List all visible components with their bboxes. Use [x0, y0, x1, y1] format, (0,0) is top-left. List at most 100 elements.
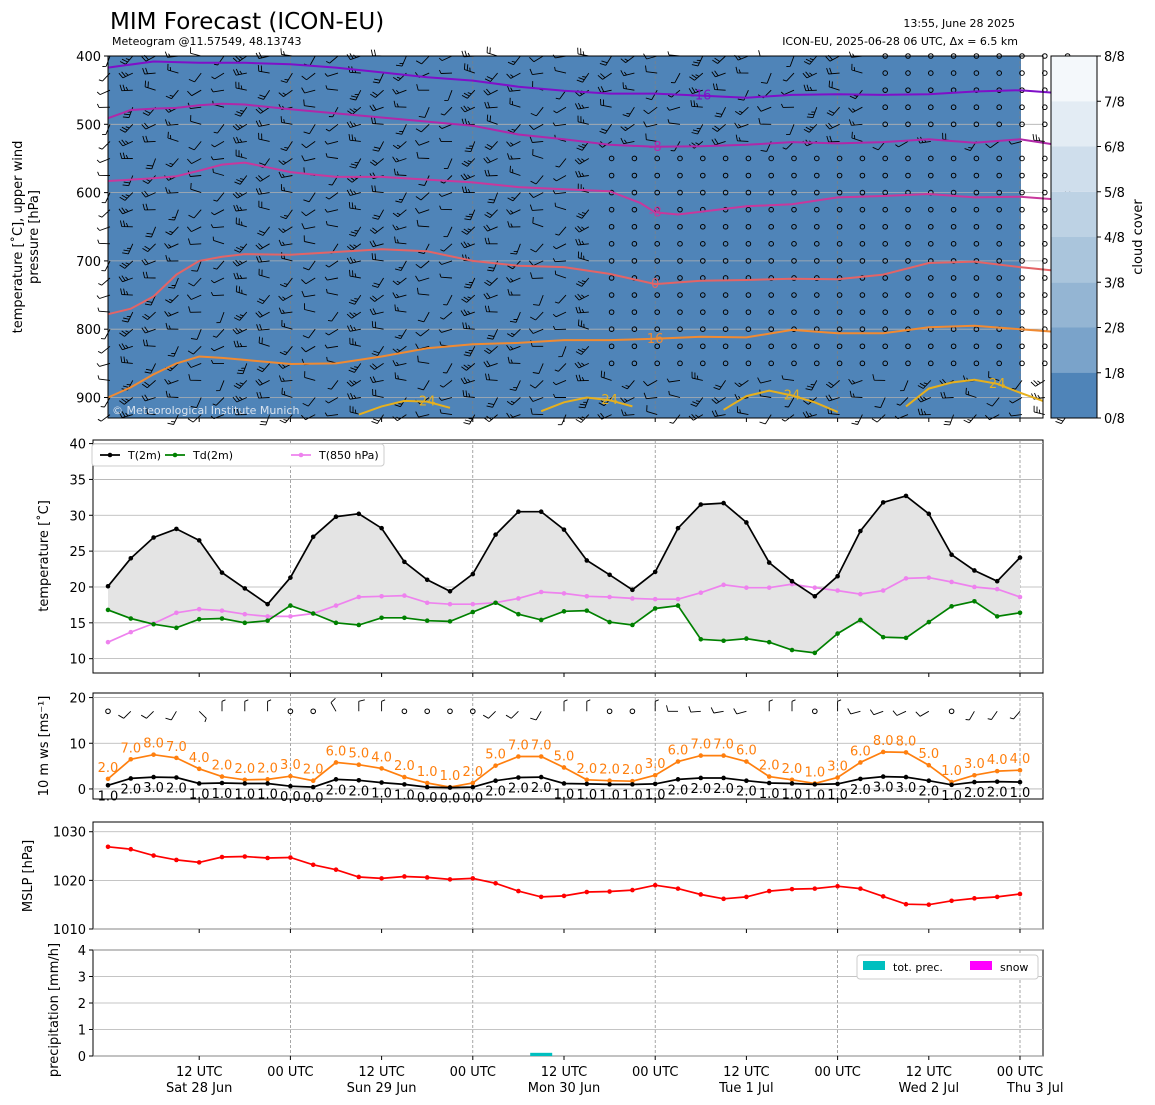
upper-wind-barb	[836, 326, 843, 333]
upper-wind-barb	[600, 370, 612, 381]
upper-wind-barb	[347, 106, 362, 115]
upper-wind-barb	[167, 131, 179, 142]
mean-wind-label: 1.0	[645, 788, 666, 803]
upper-wind-barb	[745, 223, 752, 230]
upper-wind-barb	[528, 192, 544, 199]
data-point	[128, 555, 134, 561]
legend-label: snow	[1000, 961, 1028, 974]
surface-wind-barb	[837, 699, 842, 712]
upper-wind-barb	[577, 319, 589, 330]
upper-wind-barb	[530, 243, 544, 253]
upper-wind-barb	[768, 155, 775, 162]
upper-wind-barb	[144, 80, 156, 91]
upper-wind-barb	[304, 303, 316, 313]
upper-wind-barb	[836, 292, 843, 298]
upper-wind-barb	[187, 89, 202, 97]
y-tick-label: 10	[69, 653, 86, 668]
surface-wind-barb	[244, 699, 249, 712]
data-point	[675, 596, 681, 602]
gust-label: 4.0	[987, 753, 1008, 768]
y-tick-label: 4	[78, 944, 86, 959]
surface-wind-barb	[606, 708, 613, 715]
upper-air-panel: -16 -8 -8 0 16 24 24 24 24 400 500 600 700 800 900 © …	[10, 46, 1071, 426]
surface-wind-barb	[105, 708, 111, 715]
upper-wind-barb	[281, 387, 293, 398]
data-point	[630, 587, 635, 593]
upper-wind-barb	[484, 237, 498, 245]
upper-wind-barb	[996, 206, 1003, 213]
data-point	[1017, 555, 1023, 560]
data-point	[265, 618, 270, 623]
upper-wind-barb	[608, 223, 615, 230]
data-point	[447, 601, 453, 607]
data-point	[675, 759, 681, 764]
data-point	[470, 876, 476, 881]
upper-wind-barb	[700, 155, 706, 162]
upper-wind-barb	[900, 380, 909, 392]
upper-wind-barb	[1019, 172, 1025, 179]
upper-wind-barb	[325, 220, 339, 228]
upper-wind-barb	[348, 134, 361, 142]
upper-wind-barb	[950, 104, 957, 111]
upper-wind-barb	[529, 311, 544, 321]
upper-wind-barb	[439, 380, 453, 388]
data-point	[880, 749, 886, 755]
upper-wind-barb	[677, 275, 683, 281]
upper-wind-barb	[120, 288, 133, 296]
upper-wind-barb	[349, 158, 362, 169]
upper-wind-barb	[575, 414, 590, 423]
upper-wind-barb	[654, 360, 661, 367]
upper-wind-barb	[370, 49, 384, 57]
upper-wind-barb	[996, 309, 1003, 315]
upper-wind-barb	[666, 378, 681, 383]
upper-wind-barb	[711, 123, 726, 132]
upper-wind-barb	[905, 275, 911, 281]
upper-wind-barb	[235, 285, 247, 296]
data-point	[698, 637, 704, 642]
upper-wind-barb	[905, 241, 911, 247]
gust-label: 8.0	[873, 734, 894, 749]
upper-wind-barb	[554, 363, 567, 372]
upper-wind-barb	[142, 271, 156, 279]
upper-wind-barb	[882, 87, 889, 93]
x-date-label: Tue 1 Jul	[718, 1081, 773, 1096]
data-point	[652, 606, 658, 611]
data-point	[538, 617, 544, 623]
colorbar-tick-label: 1/8	[1104, 367, 1125, 382]
upper-wind-barb	[440, 175, 453, 184]
upper-wind-barb	[486, 46, 498, 57]
upper-wind-barb	[98, 72, 111, 82]
surface-wind-barbs	[105, 697, 1021, 723]
gust-label: 3.0	[964, 757, 985, 772]
data-point	[219, 608, 225, 613]
upper-wind-barb	[677, 360, 683, 367]
wind-ylabel: 10 m ws [ms⁻¹]	[37, 696, 52, 797]
upper-wind-barb	[234, 106, 248, 117]
upper-wind-barb	[346, 380, 362, 387]
upper-wind-barb	[324, 140, 339, 145]
upper-wind-barb	[654, 189, 661, 196]
upper-wind-barb	[119, 123, 134, 133]
colorbar-segment	[1051, 191, 1097, 237]
upper-wind-barb	[973, 87, 980, 93]
surface-wind-barb	[118, 710, 132, 719]
upper-wind-barb	[928, 87, 934, 93]
upper-wind-barb	[666, 106, 681, 111]
upper-wind-barb	[654, 309, 661, 315]
upper-wind-barb	[986, 397, 1000, 407]
isotherm-label: 24	[601, 393, 618, 408]
upper-wind-barb	[745, 241, 752, 247]
colorbar-segment	[1051, 146, 1097, 192]
data-point	[538, 894, 544, 900]
upper-wind-barb	[372, 209, 384, 220]
upper-air-frame	[107, 55, 1044, 419]
upper-wind-barb	[142, 203, 156, 211]
upper-wind-barb	[973, 360, 980, 367]
upper-wind-barb	[576, 141, 590, 151]
upper-wind-barb	[791, 258, 797, 264]
data-point	[538, 774, 544, 780]
upper-wind-barb	[256, 323, 270, 331]
upper-wind-barb	[836, 258, 843, 264]
upper-wind-barb	[213, 124, 225, 134]
